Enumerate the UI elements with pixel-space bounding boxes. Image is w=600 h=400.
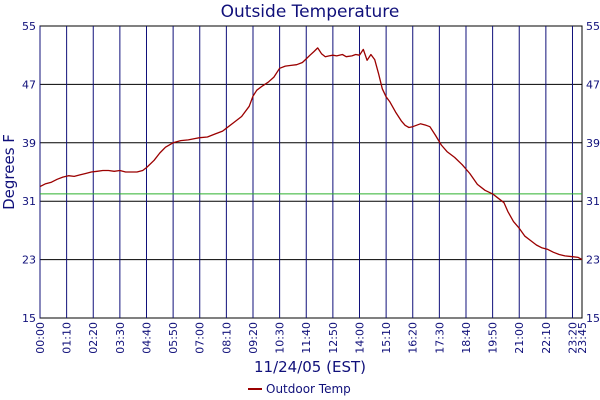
y-tick-label-right: 55 xyxy=(586,20,600,33)
x-ticks: 00:00 01:10 02:20 03:30 04:40 05:50 07:00 08:10… xyxy=(34,322,589,354)
legend-label: Outdoor Temp xyxy=(266,382,351,396)
y-tick-label-right: 23 xyxy=(586,254,600,267)
x-tick-label: 02:20 xyxy=(87,322,100,354)
x-tick-label: 09:20 xyxy=(247,322,260,354)
y-tick-label-left: 55 xyxy=(22,20,36,33)
x-tick-label: 17:30 xyxy=(433,322,446,354)
x-tick-label: 07:00 xyxy=(194,322,207,354)
x-tick-label: 23:20 xyxy=(566,322,579,354)
x-tick-label: 05:50 xyxy=(167,322,180,354)
y-tick-label-left: 47 xyxy=(22,78,36,91)
x-tick-label: 11:40 xyxy=(300,322,313,354)
x-tick-label: 14:00 xyxy=(353,322,366,354)
x-tick-label: 00:00 xyxy=(34,322,47,354)
plot-area xyxy=(39,25,583,319)
x-tick-label: 04:40 xyxy=(140,322,153,354)
x-tick-label: 18:40 xyxy=(460,322,473,354)
y-tick-label-left: 31 xyxy=(22,195,36,208)
y-axis-label: Degrees F xyxy=(0,134,18,210)
y-tick-label-right: 39 xyxy=(586,137,600,150)
y-tick-label-left: 15 xyxy=(22,312,36,325)
x-tick-label: 15:10 xyxy=(380,322,393,354)
x-tick-label: 10:30 xyxy=(274,322,287,354)
x-tick-label: 08:10 xyxy=(220,322,233,354)
y-tick-label-left: 39 xyxy=(22,137,36,150)
x-tick-label: 22:10 xyxy=(540,322,553,354)
y-tick-label-right: 47 xyxy=(586,78,600,91)
y-ticks: 15 15 23 23 31 31 39 39 47 47 55 55 xyxy=(22,20,600,325)
x-tick-label: 23:45 xyxy=(576,322,589,354)
x-tick-label: 12:50 xyxy=(327,322,340,354)
x-tick-label: 16:20 xyxy=(407,322,420,354)
series-line-outdoor-temp xyxy=(39,47,583,261)
chart-title: Outside Temperature xyxy=(221,2,400,22)
x-axis-label: 11/24/05 (EST) xyxy=(254,358,366,376)
grid xyxy=(39,25,582,319)
series-layer xyxy=(39,47,583,261)
legend: Outdoor Temp xyxy=(248,382,351,396)
x-tick-label: 21:00 xyxy=(513,322,526,354)
y-tick-label-right: 15 xyxy=(586,312,600,325)
x-tick-label: 03:30 xyxy=(114,322,127,354)
x-tick-label: 19:50 xyxy=(487,322,500,354)
y-tick-label-left: 23 xyxy=(22,254,36,267)
y-tick-label-right: 31 xyxy=(586,195,600,208)
x-tick-label: 01:10 xyxy=(61,322,74,354)
